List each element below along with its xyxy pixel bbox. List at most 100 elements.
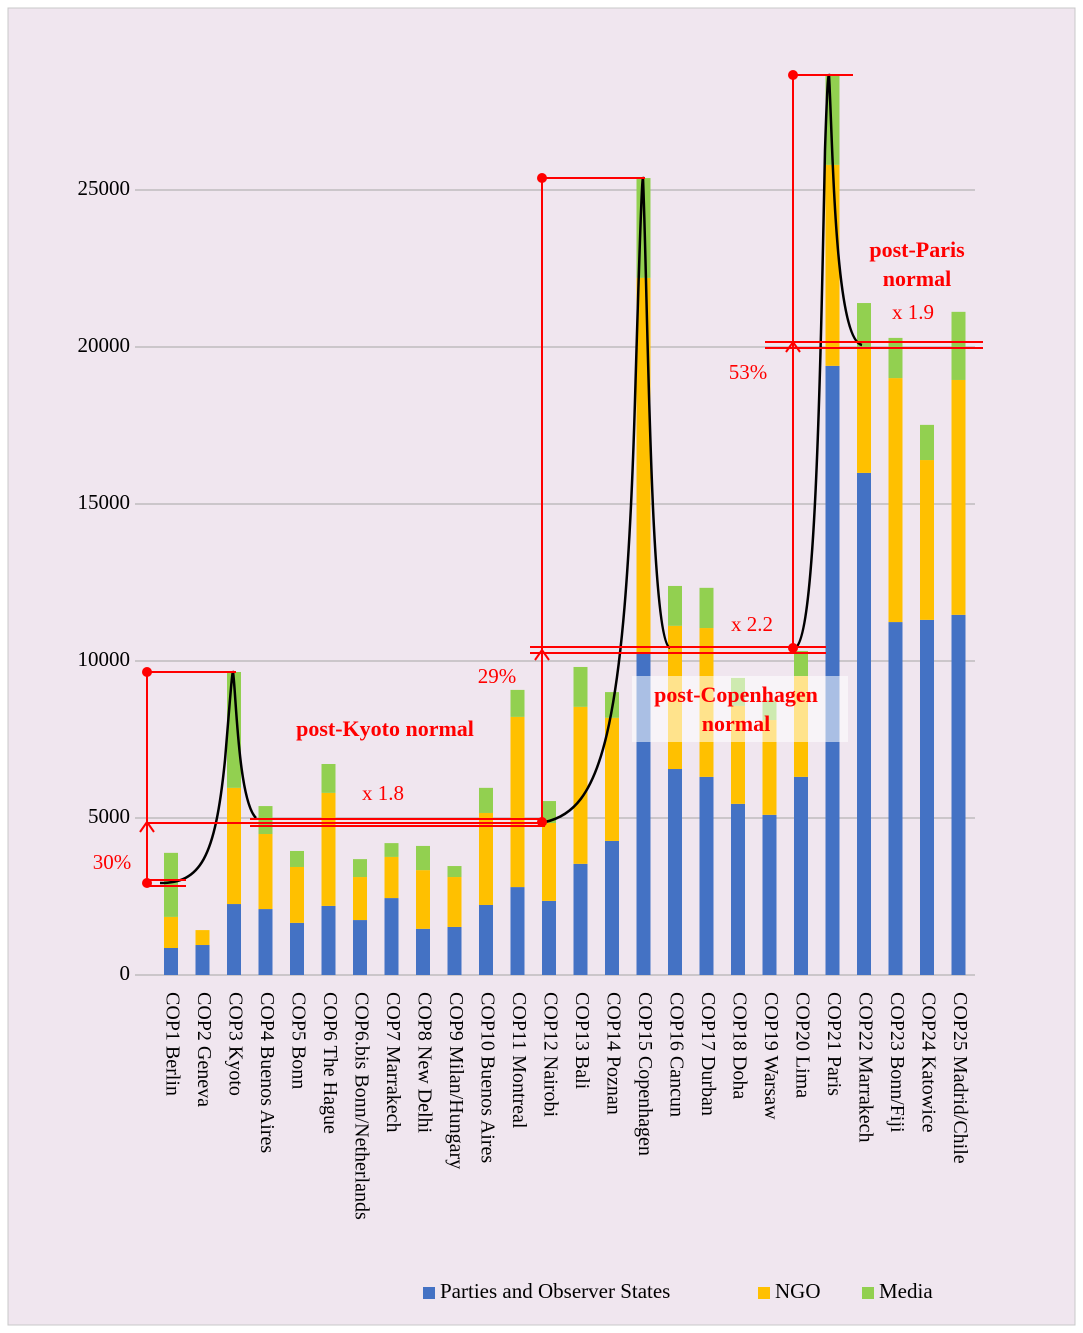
bar-segment <box>384 898 399 975</box>
annotation: normal <box>883 266 951 291</box>
x-tick-label: COP2 Geneva <box>193 992 215 1107</box>
bar-segment <box>227 904 241 975</box>
bar-segment <box>920 460 934 620</box>
annotation: post-Copenhagen <box>654 682 818 707</box>
bar-segment <box>258 909 273 975</box>
x-tick-label: COP20 Lima <box>791 992 813 1098</box>
bar-segment <box>447 926 462 975</box>
bar-segment <box>668 769 682 975</box>
x-tick-label: COP12 Nairobi <box>539 992 561 1117</box>
curve-kyoto <box>159 670 257 885</box>
legend-swatch <box>862 1287 874 1299</box>
bar-segment <box>258 834 273 910</box>
bar-segment <box>542 801 556 824</box>
bar-segment <box>290 866 304 923</box>
bar-segment <box>920 619 934 975</box>
annotation: post-Kyoto normal <box>296 716 474 741</box>
x-tick-label: COP22 Marrakech <box>854 992 876 1143</box>
bar-segment <box>510 716 525 888</box>
x-tick-label: COP1 Berlin <box>161 992 183 1096</box>
bar-segment <box>353 877 367 921</box>
bar-segment <box>951 311 966 380</box>
x-tick-label: COP3 Kyoto <box>224 992 246 1096</box>
bar-segment <box>290 850 304 867</box>
bar-segment <box>573 706 588 864</box>
bar-segment <box>384 856 399 899</box>
bar-segment <box>164 852 178 917</box>
red-dot <box>537 817 547 827</box>
bar-segment <box>416 870 430 929</box>
x-tick-label: COP19 Warsaw <box>760 992 782 1120</box>
y-tick-label: 5000 <box>88 804 130 828</box>
bar-segment <box>762 720 777 815</box>
bar-segment <box>479 812 493 905</box>
x-tick-label: COP5 Bonn <box>287 992 309 1089</box>
bar-segment <box>825 365 840 976</box>
x-tick-label: COP6.bis Bonn/Netherlands <box>350 992 372 1220</box>
curve-paris <box>794 73 863 650</box>
bar-segment <box>857 347 871 473</box>
red-dot <box>537 173 547 183</box>
annotation: normal <box>702 711 770 736</box>
x-tick-label: COP17 Durban <box>697 992 719 1116</box>
bar-segment <box>416 845 430 871</box>
bar-segment <box>195 945 210 975</box>
y-tick-label: 25000 <box>78 176 131 200</box>
bar-segment <box>857 472 871 975</box>
x-tick-label: COP9 Milan/Hungary <box>445 992 467 1169</box>
bar-segment <box>542 823 556 901</box>
bar-segment <box>479 787 493 813</box>
legend-label: Parties and Observer States <box>440 1279 670 1303</box>
x-tick-label: COP11 Montreal <box>508 992 530 1129</box>
y-tick-label: 20000 <box>78 333 131 357</box>
bar-segment <box>510 689 525 717</box>
bar-segment <box>573 863 588 975</box>
red-dot <box>142 667 152 677</box>
red-dot <box>142 878 152 888</box>
x-tick-label: COP8 New Delhi <box>413 992 435 1134</box>
curve-copenhagen <box>544 176 671 824</box>
bar-segment <box>195 930 210 946</box>
bar-segment <box>353 920 367 975</box>
legend-swatch <box>758 1287 770 1299</box>
bar-segment <box>857 303 871 348</box>
annotation: 30% <box>93 850 132 874</box>
y-tick-label: 10000 <box>78 647 131 671</box>
bar-segment <box>951 379 966 615</box>
annotation: x 1.8 <box>362 781 404 805</box>
bar-segment <box>321 763 336 793</box>
x-tick-label: COP10 Buenos Aires <box>476 992 498 1163</box>
x-tick-label: COP25 Madrid/Chile <box>949 992 971 1164</box>
bar-segment <box>227 787 241 905</box>
annotation-lines <box>139 74 983 887</box>
bar-segment <box>164 916 178 948</box>
bar-segment <box>447 877 462 927</box>
bar-segment <box>605 717 619 841</box>
bar-segment <box>605 840 619 975</box>
bar-segment <box>794 650 808 677</box>
x-tick-label: COP6 The Hague <box>319 992 341 1134</box>
x-tick-label: COP16 Cancun <box>665 992 687 1117</box>
bar-segment <box>699 587 714 629</box>
bar-segment <box>825 164 840 366</box>
annotation-dots <box>142 70 798 888</box>
bar-segment <box>920 424 934 461</box>
trend-curves <box>159 73 863 885</box>
x-tick-label: COP23 Bonn/Fiji <box>886 992 908 1133</box>
bar-segment <box>321 905 336 975</box>
bar-segment <box>794 776 808 975</box>
bar-segment <box>258 806 273 835</box>
x-tick-label: COP13 Bali <box>571 992 593 1090</box>
bar-segment <box>542 900 556 975</box>
x-tick-label: COP18 Doha <box>728 992 750 1099</box>
x-tick-label: COP15 Copenhagen <box>634 992 656 1156</box>
bar-segment <box>636 277 651 653</box>
bar-segment <box>384 843 399 857</box>
bar-segment <box>321 792 336 906</box>
bar-segment <box>888 622 903 975</box>
red-arrow <box>534 648 550 661</box>
annotation: x 1.9 <box>892 300 934 324</box>
x-tick-label: COP14 Poznan <box>602 992 624 1115</box>
legend-label: Media <box>879 1279 933 1303</box>
